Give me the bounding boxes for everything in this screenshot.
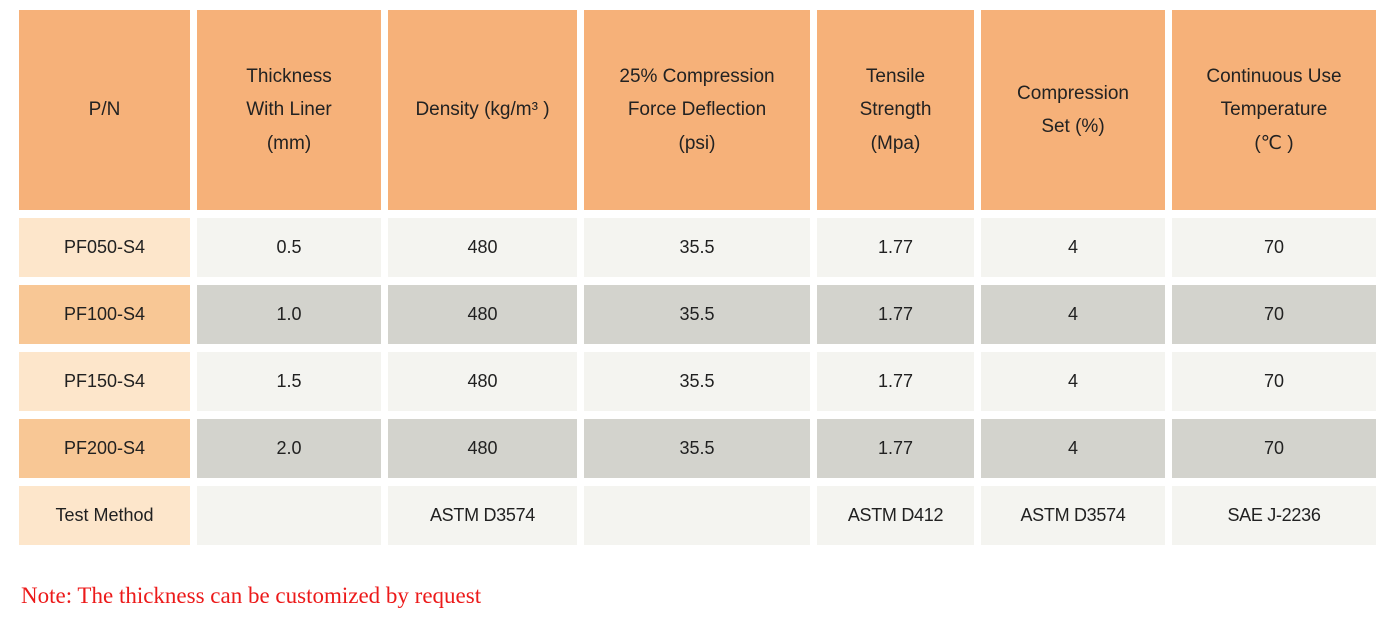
cell-density: 480	[388, 352, 577, 411]
col-header-thickness: Thickness With Liner (mm)	[197, 10, 381, 210]
cell-thickness: 2.0	[197, 419, 381, 478]
cell-cfd	[584, 486, 810, 545]
cell-tensile: 1.77	[817, 218, 974, 277]
cell-pn: PF200-S4	[19, 419, 190, 478]
cell-thickness: 0.5	[197, 218, 381, 277]
cell-cfd: 35.5	[584, 352, 810, 411]
cell-pn: PF150-S4	[19, 352, 190, 411]
cell-tensile: 1.77	[817, 419, 974, 478]
cell-density: 480	[388, 218, 577, 277]
cell-compression-set: 4	[981, 218, 1165, 277]
cell-density: 480	[388, 419, 577, 478]
cell-tensile: ASTM D412	[817, 486, 974, 545]
cell-pn: Test Method	[19, 486, 190, 545]
cell-pn: PF050-S4	[19, 218, 190, 277]
cell-cfd: 35.5	[584, 285, 810, 344]
cell-density: ASTM D3574	[388, 486, 577, 545]
spec-table: P/N Thickness With Liner (mm) Density (k…	[19, 10, 1376, 545]
cell-temperature: 70	[1172, 218, 1376, 277]
cell-compression-set: ASTM D3574	[981, 486, 1165, 545]
cell-temperature: SAE J-2236	[1172, 486, 1376, 545]
cell-cfd: 35.5	[584, 419, 810, 478]
cell-compression-set: 4	[981, 352, 1165, 411]
cell-cfd: 35.5	[584, 218, 810, 277]
cell-compression-set: 4	[981, 285, 1165, 344]
cell-temperature: 70	[1172, 285, 1376, 344]
note-text: Note: The thickness can be customized by…	[21, 583, 482, 608]
cell-pn: PF100-S4	[19, 285, 190, 344]
cell-thickness	[197, 486, 381, 545]
col-header-pn: P/N	[19, 10, 190, 210]
cell-tensile: 1.77	[817, 285, 974, 344]
cell-thickness: 1.0	[197, 285, 381, 344]
cell-temperature: 70	[1172, 352, 1376, 411]
cell-density: 480	[388, 285, 577, 344]
col-header-compression-set: Compression Set (%)	[981, 10, 1165, 210]
cell-temperature: 70	[1172, 419, 1376, 478]
cell-tensile: 1.77	[817, 352, 974, 411]
col-header-density: Density (kg/m³ )	[388, 10, 577, 210]
cell-thickness: 1.5	[197, 352, 381, 411]
cell-compression-set: 4	[981, 419, 1165, 478]
col-header-temperature: Continuous Use Temperature (℃ )	[1172, 10, 1376, 210]
col-header-tensile-strength: Tensile Strength (Mpa)	[817, 10, 974, 210]
col-header-compression-force-deflection: 25% Compression Force Deflection (psi)	[584, 10, 810, 210]
